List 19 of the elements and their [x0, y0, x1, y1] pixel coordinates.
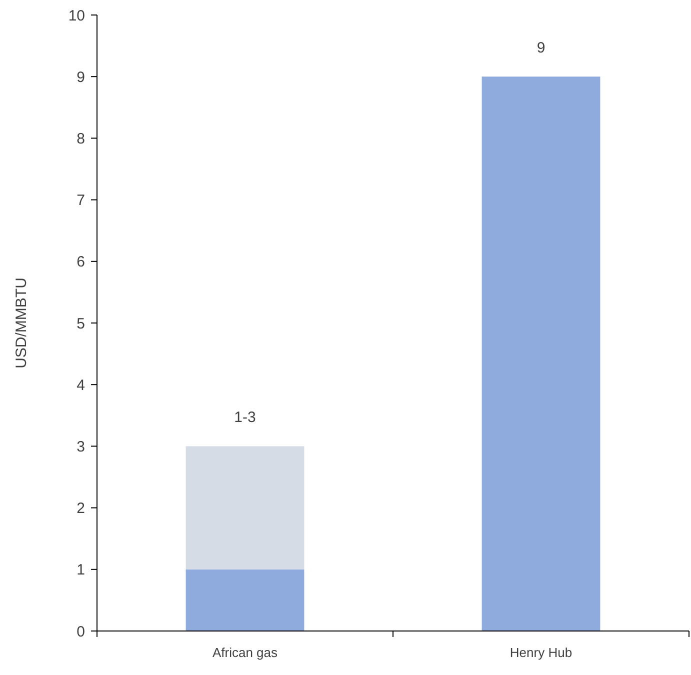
y-tick-label: 0 [76, 623, 85, 640]
y-tick-label: 1 [76, 562, 85, 579]
bar [482, 76, 600, 631]
y-tick-label: 3 [76, 438, 85, 456]
y-tick-label: 2 [76, 500, 85, 518]
y-tick-label: 6 [76, 254, 85, 271]
total-label: 9 [536, 40, 546, 57]
y-tick-label: 5 [76, 315, 85, 332]
bar [186, 446, 304, 570]
y-tick-label: 8 [76, 130, 85, 148]
y-axis-title: USD/MMBTU [13, 278, 30, 368]
y-tick-label: 9 [76, 68, 85, 86]
y-tick-label: 10 [68, 7, 85, 24]
bar [186, 569, 304, 631]
y-tick-label: 4 [76, 376, 85, 394]
total-label: 1-3 [234, 409, 256, 426]
y-tick-label: 7 [76, 192, 85, 210]
x-tick-label: Henry Hub [510, 645, 572, 660]
x-tick-label: African gas [212, 645, 278, 660]
